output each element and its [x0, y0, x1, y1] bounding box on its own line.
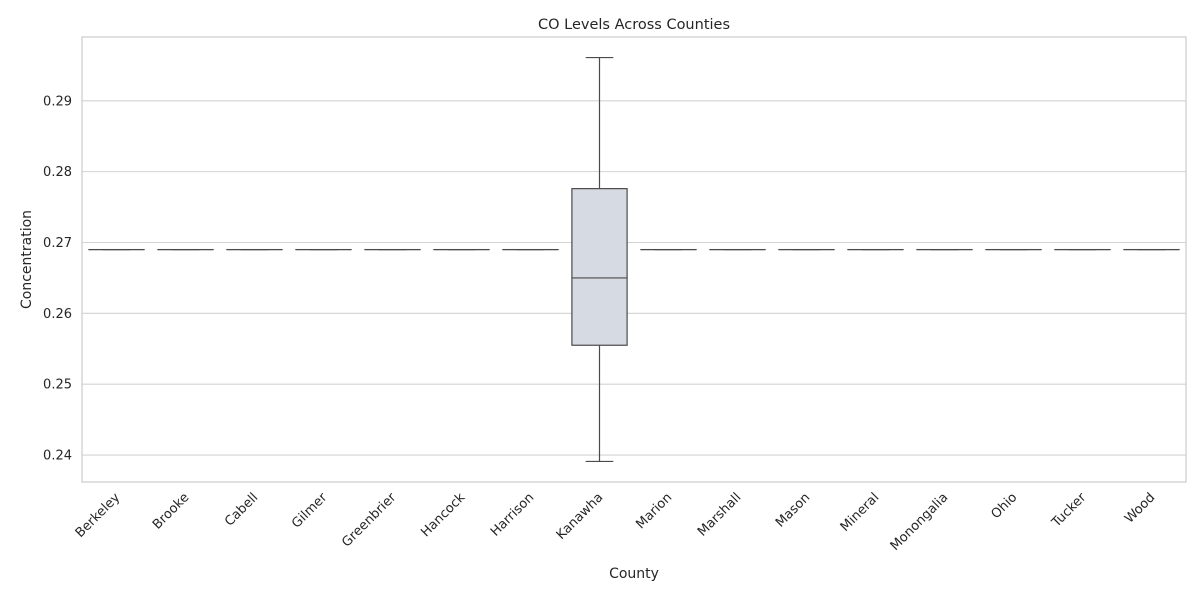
y-tick-label: 0.29 [43, 94, 72, 109]
x-tick-label: Wood [1122, 490, 1158, 526]
y-tick-label: 0.24 [43, 449, 72, 464]
box-kanawha [571, 56, 628, 463]
y-tick-label: 0.25 [43, 378, 72, 393]
y-tick-labels: 0.24 0.25 0.26 0.27 0.28 0.29 [43, 94, 72, 463]
x-tick-label: Mineral [838, 490, 883, 535]
x-tick-label: Tucker [1048, 490, 1089, 531]
gridlines [82, 100, 1186, 456]
x-tick-label: Cabell [222, 490, 261, 529]
x-tick-labels: Berkeley Brooke Cabell Gilmer Greenbrier Hanc… [73, 490, 1159, 554]
chart-title: CO Levels Across Counties [538, 17, 730, 33]
y-tick-label: 0.27 [43, 236, 72, 251]
x-tick-label: Monongalia [888, 490, 952, 554]
x-tick-label: Hancock [418, 490, 468, 540]
y-axis-title: Concentration [19, 210, 35, 309]
x-tick-label: Greenbrier [339, 490, 400, 551]
plot-frame [81, 36, 1187, 483]
boxes-layer [88, 56, 1180, 463]
x-tick-label: Marshall [695, 490, 744, 539]
x-tick-label: Harrison [488, 490, 537, 539]
x-tick-label: Kanawha [554, 490, 607, 543]
x-tick-label: Marion [633, 490, 675, 532]
x-tick-label: Berkeley [73, 490, 124, 541]
iqr-box [571, 188, 628, 346]
x-tick-label: Ohio [988, 490, 1020, 522]
x-tick-label: Gilmer [289, 490, 331, 532]
y-tick-label: 0.28 [43, 165, 72, 180]
x-axis-title: County [609, 566, 659, 582]
y-tick-label: 0.26 [43, 307, 72, 322]
x-tick-label: Mason [773, 490, 813, 530]
x-tick-label: Brooke [150, 490, 192, 532]
